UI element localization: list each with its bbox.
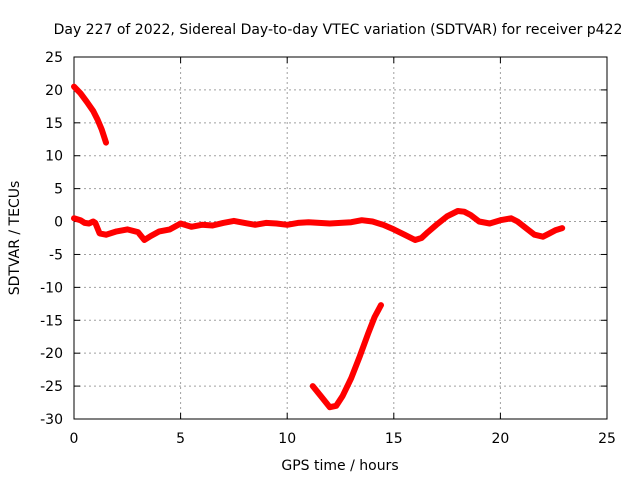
y-tick-label: -25 (40, 379, 63, 395)
y-tick-label: 15 (45, 116, 63, 132)
x-tick-label: 5 (176, 431, 185, 447)
series-line-segment-late-dip (309, 302, 384, 411)
y-tick-labels: -30 -25 -20 -15 -10 -5 0 5 10 15 20 25 (40, 50, 63, 428)
axis-ticks (73, 56, 608, 420)
y-tick-label: -30 (40, 412, 63, 428)
y-tick-label: 25 (45, 50, 63, 66)
x-tick-label: 20 (491, 431, 509, 447)
x-tick-label: 15 (385, 431, 403, 447)
series-line-segment-early-decline (71, 83, 109, 146)
series-line-segment-main-baseline (71, 208, 566, 243)
y-tick-label: 20 (45, 83, 63, 99)
y-tick-label: 10 (45, 149, 63, 165)
data-series (71, 83, 566, 411)
y-tick-label: 0 (54, 215, 63, 231)
y-tick-label: 5 (54, 182, 63, 198)
y-axis-label: SDTVAR / TECUs (7, 181, 23, 296)
gridlines (74, 57, 607, 419)
x-tick-label: 25 (598, 431, 616, 447)
y-tick-label: -20 (40, 346, 63, 362)
y-tick-label: -10 (40, 280, 63, 296)
x-tick-label: 10 (278, 431, 296, 447)
x-tick-labels: 0 5 10 15 20 25 (70, 431, 616, 447)
plot-frame (73, 56, 608, 420)
chart-title: Day 227 of 2022, Sidereal Day-to-day VTE… (54, 22, 623, 38)
y-tick-label: -5 (49, 247, 63, 263)
x-axis-label: GPS time / hours (281, 458, 398, 474)
y-tick-label: -15 (40, 313, 63, 329)
x-tick-label: 0 (70, 431, 79, 447)
